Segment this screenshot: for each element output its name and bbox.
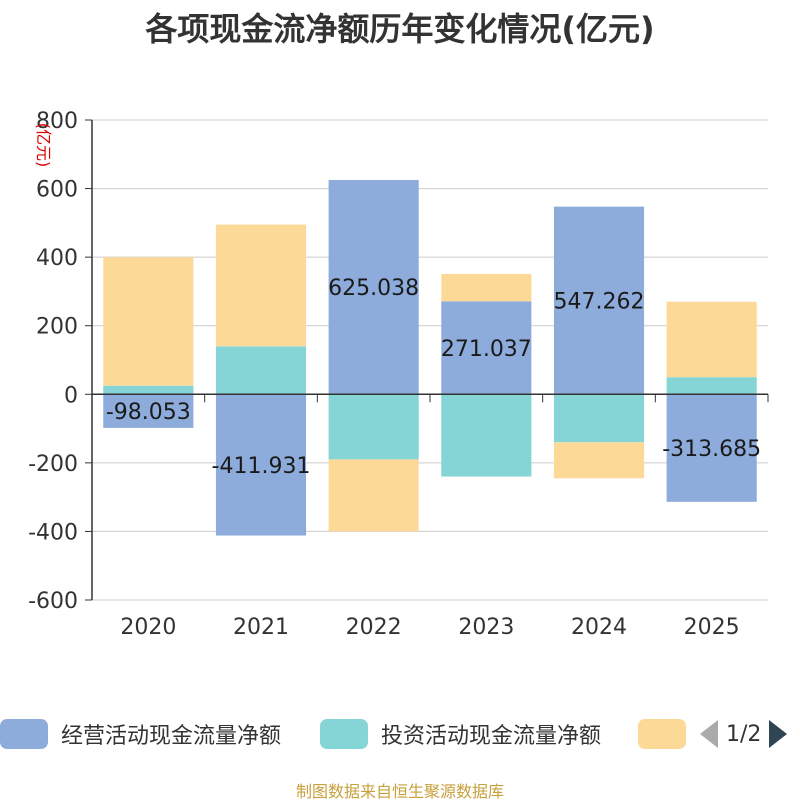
legend-item-investing[interactable]: 投资活动现金流量净额 <box>320 712 601 756</box>
bar-series1-2023 <box>441 301 532 395</box>
y-tick-label: 200 <box>36 315 78 340</box>
legend: 经营活动现金流量净额 投资活动现金流量净额 1/2 <box>0 712 800 756</box>
bar-series2-2021 <box>215 346 307 395</box>
legend-item-third[interactable] <box>638 712 686 756</box>
legend-page-indicator: 1/2 <box>726 721 762 747</box>
bar-series2-2023 <box>441 394 532 477</box>
bar-series3-2024 <box>553 442 645 479</box>
bar-series2-2020 <box>103 385 194 395</box>
bar-series3-2025 <box>666 301 757 378</box>
bar-series3-2023 <box>441 273 532 302</box>
data-label-2022: 625.038 <box>328 276 419 301</box>
chart-title: 各项现金流净额历年变化情况(亿元) <box>145 10 655 48</box>
y-tick-label: -400 <box>28 520 78 545</box>
bar-series2-2022 <box>328 394 419 460</box>
x-tick-label: 2021 <box>233 615 289 640</box>
y-tick-label: -600 <box>28 589 78 614</box>
legend-swatch-investing <box>320 719 368 749</box>
bar-series1-2021 <box>215 394 307 536</box>
chart-area: 800 600 400 200 0 -200 -400 -600 (亿元) 2020 2021 202… <box>28 109 769 640</box>
bar-series1-2020 <box>103 394 194 428</box>
y-tick-label: -200 <box>28 452 78 477</box>
x-tick-label: 2022 <box>346 615 402 640</box>
bar-series1-2022 <box>328 179 419 395</box>
data-label-2023: 271.037 <box>441 337 532 362</box>
data-label-2024: 547.262 <box>554 289 645 314</box>
legend-swatch-third <box>638 719 686 749</box>
data-source-note: 制图数据来自恒生聚源数据库 <box>295 782 504 801</box>
y-tick-label: 800 <box>36 109 78 134</box>
legend-prev-arrow-icon[interactable] <box>700 720 718 748</box>
data-label-2020: -98.053 <box>106 400 191 425</box>
legend-label-operating: 经营活动现金流量净额 <box>61 724 282 749</box>
y-tick-label: 0 <box>64 383 78 408</box>
data-label-2025: -313.685 <box>662 437 761 462</box>
bar-series1-2024 <box>553 206 645 395</box>
x-tick-label: 2025 <box>684 615 740 640</box>
legend-label-investing: 投资活动现金流量净额 <box>381 724 602 749</box>
x-tick-label: 2020 <box>120 615 176 640</box>
bar-series3-2022 <box>328 459 419 532</box>
legend-item-operating[interactable]: 经营活动现金流量净额 <box>0 712 281 756</box>
bar-series2-2024 <box>553 394 645 443</box>
x-tick-label: 2023 <box>458 615 514 640</box>
legend-pager: 1/2 <box>700 712 788 756</box>
bar-series3-2020 <box>103 257 194 386</box>
y-tick-label: 400 <box>36 246 78 271</box>
data-label-2021: -411.931 <box>212 454 311 479</box>
legend-next-arrow-icon[interactable] <box>769 720 788 748</box>
y-axis-unit-label: (亿元) <box>34 123 53 168</box>
x-tick-label: 2024 <box>571 615 627 640</box>
bar-series3-2021 <box>215 224 307 347</box>
legend-swatch-operating <box>0 719 48 749</box>
y-tick-label: 600 <box>36 178 78 203</box>
bar-series2-2025 <box>666 377 757 395</box>
bar-series1-2025 <box>666 394 757 502</box>
